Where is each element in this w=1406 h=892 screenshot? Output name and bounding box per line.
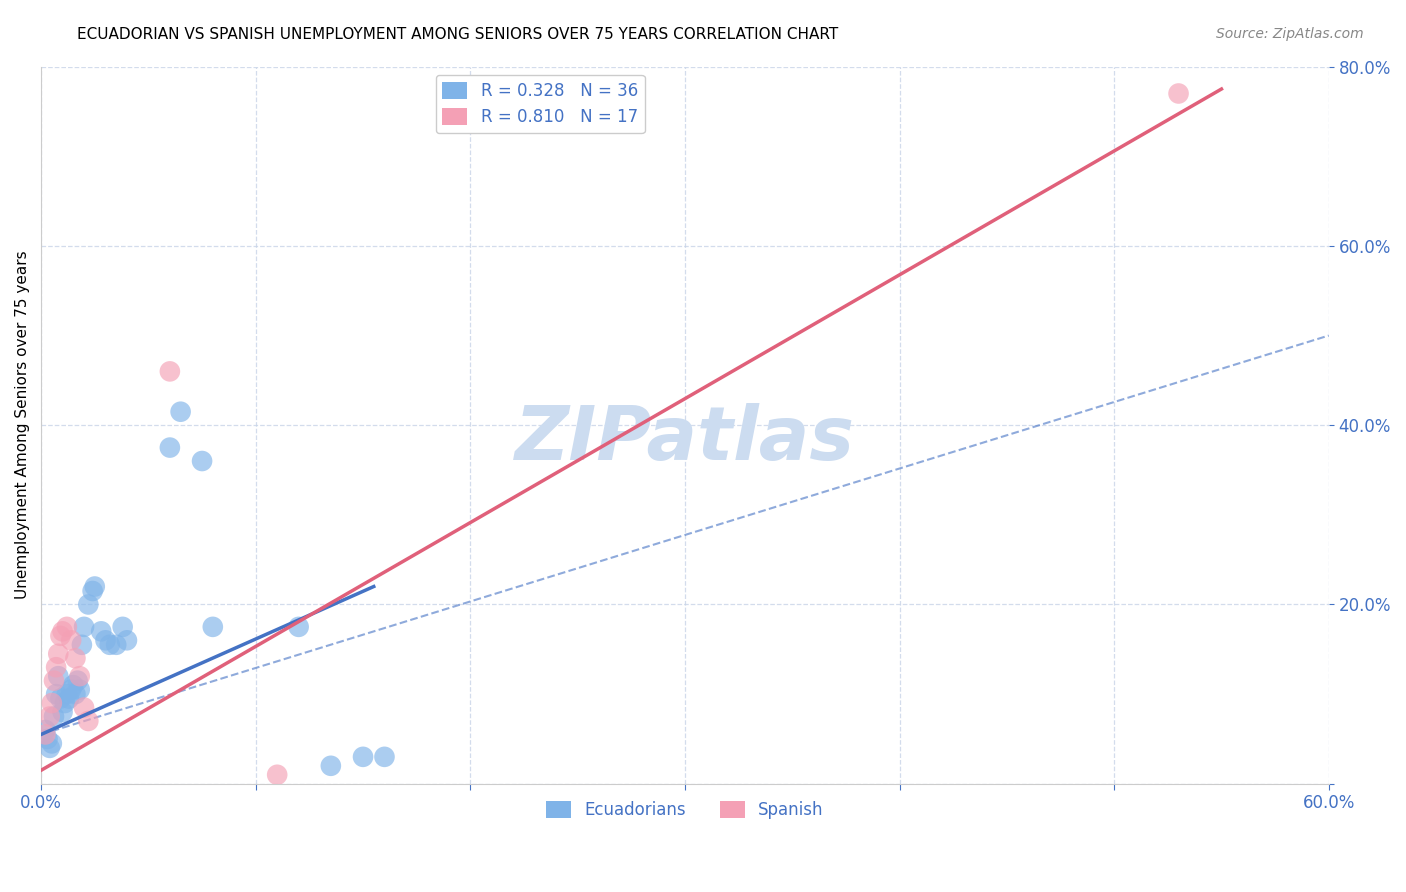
Point <box>62 678 84 692</box>
Point <box>90 624 112 639</box>
Point <box>52 624 75 639</box>
Point <box>38 709 60 723</box>
Point <box>65 687 87 701</box>
Point <box>201 620 224 634</box>
Point <box>49 691 72 706</box>
Point <box>60 633 83 648</box>
Point <box>352 749 374 764</box>
Point <box>45 687 67 701</box>
Point <box>45 660 67 674</box>
Point <box>1167 87 1189 101</box>
Point <box>73 700 96 714</box>
Point <box>69 682 91 697</box>
Text: Source: ZipAtlas.com: Source: ZipAtlas.com <box>1216 27 1364 41</box>
Point <box>41 736 63 750</box>
Point <box>38 740 60 755</box>
Point <box>66 673 89 688</box>
Point <box>287 620 309 634</box>
Point <box>70 638 93 652</box>
Point <box>169 405 191 419</box>
Point <box>373 749 395 764</box>
Point <box>42 709 65 723</box>
Text: ECUADORIAN VS SPANISH UNEMPLOYMENT AMONG SENIORS OVER 75 YEARS CORRELATION CHART: ECUADORIAN VS SPANISH UNEMPLOYMENT AMONG… <box>77 27 838 42</box>
Y-axis label: Unemployment Among Seniors over 75 years: Unemployment Among Seniors over 75 years <box>15 251 30 599</box>
Point <box>266 768 288 782</box>
Point <box>191 454 214 468</box>
Point <box>53 696 76 710</box>
Point <box>65 651 87 665</box>
Point <box>46 669 69 683</box>
Point <box>115 633 138 648</box>
Point <box>82 584 104 599</box>
Point <box>52 705 75 719</box>
Point <box>37 731 59 746</box>
Point <box>56 687 79 701</box>
Point <box>111 620 134 634</box>
Point <box>69 669 91 683</box>
Point <box>159 441 181 455</box>
Point <box>58 691 80 706</box>
Point <box>105 638 128 652</box>
Point <box>42 673 65 688</box>
Point <box>46 647 69 661</box>
Point <box>73 620 96 634</box>
Text: ZIPatlas: ZIPatlas <box>515 403 855 476</box>
Point <box>60 682 83 697</box>
Point <box>319 759 342 773</box>
Point <box>98 638 121 652</box>
Point <box>34 727 56 741</box>
Legend: Ecuadorians, Spanish: Ecuadorians, Spanish <box>540 794 830 826</box>
Point <box>94 633 117 648</box>
Point <box>77 598 100 612</box>
Point <box>34 723 56 737</box>
Point <box>83 580 105 594</box>
Point <box>41 696 63 710</box>
Point <box>49 629 72 643</box>
Point <box>159 364 181 378</box>
Point <box>77 714 100 728</box>
Point <box>56 620 79 634</box>
